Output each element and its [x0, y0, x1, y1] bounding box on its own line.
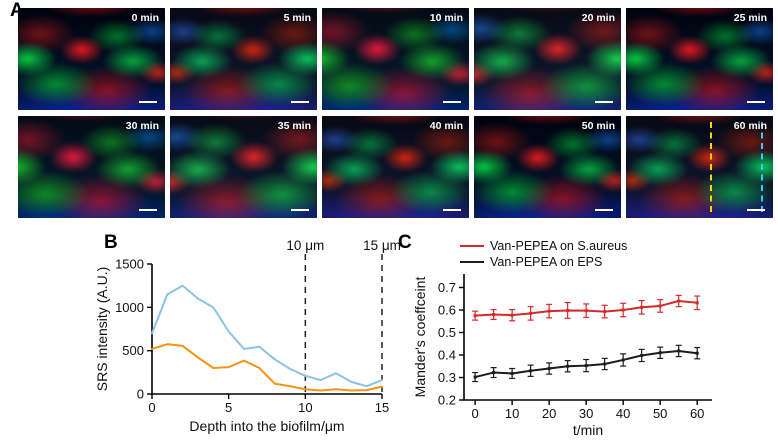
svg-text:0.4: 0.4	[438, 348, 456, 363]
scale-bar	[291, 208, 309, 211]
depth-marker-yellow-line	[709, 122, 712, 212]
svg-text:0.7: 0.7	[438, 280, 456, 295]
legend-row-saureus: Van-PEPEA on S.aureus	[460, 239, 627, 253]
srs-intensity-chart: 0 5 10 15 0 500 1000 1500 Depth into the biofilm…	[94, 238, 401, 434]
svg-text:1500: 1500	[115, 257, 144, 272]
time-label: 50 min	[581, 120, 615, 132]
svg-text:0.3: 0.3	[438, 370, 456, 385]
legend-label-saureus: Van-PEPEA on S.aureus	[490, 239, 628, 253]
svg-text:10: 10	[298, 400, 312, 415]
time-label: 25 min	[733, 12, 767, 24]
svg-text:Depth into the biofilm/μm: Depth into the biofilm/μm	[189, 418, 344, 434]
scale-bar	[747, 208, 765, 211]
legend-line-red	[460, 245, 484, 247]
panel-b-letter: B	[104, 232, 118, 253]
legend-line-black	[460, 261, 484, 263]
time-label: 0 min	[131, 12, 159, 24]
time-label: 30 min	[125, 120, 159, 132]
svg-text:10 μm: 10 μm	[286, 238, 324, 253]
scale-bar	[747, 100, 765, 103]
depth-marker-cyan-line	[761, 122, 764, 212]
svg-text:15: 15	[375, 400, 389, 415]
micrograph-image	[18, 8, 165, 110]
micrograph-tile: 5 min	[170, 8, 317, 110]
micrograph-row-1: 0 min 5 min 10 min 20 min 25 min	[18, 8, 774, 110]
scale-bar	[595, 100, 613, 103]
svg-text:50: 50	[653, 406, 667, 421]
svg-text:0: 0	[137, 387, 144, 402]
micrograph-tile: 40 min	[322, 116, 469, 218]
time-label: 5 min	[283, 12, 311, 24]
micrograph-tile: 25 min	[626, 8, 773, 110]
scale-bar	[443, 208, 461, 211]
time-label: 60 min	[733, 120, 767, 132]
svg-text:Mander's coeffceint: Mander's coeffceint	[412, 277, 428, 398]
svg-text:30: 30	[579, 406, 593, 421]
micrograph-tile: 60 min	[626, 116, 773, 218]
micrograph-tile: 50 min	[474, 116, 621, 218]
micrograph-tile: 20 min	[474, 8, 621, 110]
scale-bar	[595, 208, 613, 211]
scale-bar	[139, 100, 157, 103]
svg-text:t/min: t/min	[573, 422, 603, 438]
svg-text:0: 0	[148, 400, 155, 415]
scale-bar	[443, 100, 461, 103]
panel-c-letter: C	[398, 232, 412, 253]
svg-text:500: 500	[122, 343, 144, 358]
legend-label-eps: Van-PEPEA on EPS	[490, 255, 603, 269]
svg-text:5: 5	[225, 400, 232, 415]
micrograph-tile: 30 min	[18, 116, 165, 218]
scale-bar	[139, 208, 157, 211]
svg-text:0: 0	[471, 406, 478, 421]
svg-text:0.5: 0.5	[438, 325, 456, 340]
micrograph-image	[474, 116, 621, 218]
micrograph-tile: 35 min	[170, 116, 317, 218]
micrograph-image	[18, 116, 165, 218]
time-label: 20 min	[581, 12, 615, 24]
svg-text:60: 60	[690, 406, 704, 421]
manders-legend: Van-PEPEA on S.aureus Van-PEPEA on EPS	[460, 239, 627, 269]
legend-row-eps: Van-PEPEA on EPS	[460, 255, 627, 269]
svg-text:0.2: 0.2	[438, 393, 456, 408]
micrograph-grid: 0 min 5 min 10 min 20 min 25 min	[18, 8, 774, 224]
micrograph-image	[322, 8, 469, 110]
time-label: 40 min	[429, 120, 463, 132]
svg-text:20: 20	[542, 406, 556, 421]
svg-text:SRS intensity (A.U.): SRS intensity (A.U.)	[94, 267, 110, 391]
scale-bar	[291, 100, 309, 103]
svg-text:1000: 1000	[115, 300, 144, 315]
svg-text:10: 10	[505, 406, 519, 421]
svg-text:15 μm: 15 μm	[363, 238, 401, 253]
time-label: 10 min	[429, 12, 463, 24]
micrograph-row-2: 30 min 35 min 40 min 50 min	[18, 116, 774, 218]
micrograph-tile: 0 min	[18, 8, 165, 110]
micrograph-tile: 10 min	[322, 8, 469, 110]
time-label: 35 min	[277, 120, 311, 132]
micrograph-image	[626, 8, 773, 110]
svg-text:0.6: 0.6	[438, 303, 456, 318]
manders-coefficient-chart: 0 10 20 30 40 50 60 0.2 0.3 0.4 0.5 0.6 0.7 t/min Mand…	[412, 274, 712, 438]
svg-text:40: 40	[616, 406, 630, 421]
